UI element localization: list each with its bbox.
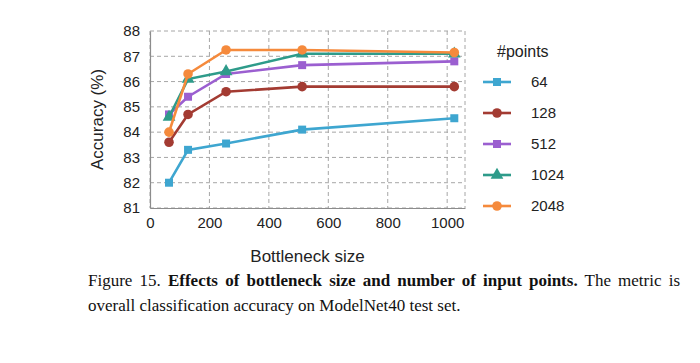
y-tick-label: 85 — [123, 98, 140, 115]
series-marker — [183, 69, 193, 79]
series-marker — [164, 127, 174, 137]
x-tick: 200 — [197, 208, 222, 231]
legend-entry: 64 — [483, 73, 548, 90]
y-tick: 88 — [123, 22, 150, 39]
y-tick: 81 — [123, 199, 150, 216]
y-tick-label: 82 — [123, 174, 140, 191]
series-marker — [450, 114, 458, 122]
series-marker — [450, 48, 460, 58]
x-tick: 600 — [316, 208, 341, 231]
grid-line-y — [150, 182, 465, 183]
grid-line-x — [387, 31, 388, 208]
legend-marker — [492, 201, 502, 211]
grid-line-x — [328, 31, 329, 208]
legend-marker — [491, 168, 504, 179]
y-tick-label: 81 — [123, 199, 140, 216]
x-tick: 400 — [257, 208, 282, 231]
y-tick-label: 83 — [123, 149, 140, 166]
series-marker — [450, 57, 458, 65]
series-marker — [184, 93, 192, 101]
legend-marker — [493, 140, 501, 148]
grid-line-y — [150, 157, 465, 158]
legend-entry: 128 — [483, 104, 556, 121]
y-tick: 86 — [123, 73, 150, 90]
series-line — [169, 50, 454, 132]
y-tick: 83 — [123, 149, 150, 166]
y-tick-label: 87 — [123, 48, 140, 65]
x-tick-label: 0 — [146, 214, 154, 231]
series-marker — [297, 82, 307, 92]
legend-entry: 512 — [483, 135, 556, 152]
legend-label: 64 — [531, 73, 548, 90]
x-axis-line — [151, 208, 466, 209]
series-line — [169, 87, 454, 143]
x-tick: 1000 — [431, 208, 464, 231]
x-axis-title: Bottleneck size — [250, 247, 364, 266]
y-tick-label: 86 — [123, 73, 140, 90]
y-tick-label: 84 — [123, 123, 140, 140]
y-axis-line — [150, 32, 151, 209]
grid — [150, 31, 465, 208]
series-marker — [165, 179, 173, 187]
x-tick-label: 1000 — [431, 214, 464, 231]
series-marker — [221, 87, 231, 97]
grid-line-y — [150, 132, 465, 133]
legend-title: #points — [497, 43, 549, 60]
series-line — [169, 118, 454, 182]
x-axis: 0 200 400 600 800 1000 — [146, 208, 465, 231]
legend-label: 1024 — [531, 166, 564, 183]
x-tick: 0 — [146, 208, 154, 231]
series-line — [169, 54, 454, 117]
y-axis: 81 82 83 84 85 86 87 88 — [123, 22, 150, 216]
x-tick-label: 400 — [257, 214, 282, 231]
series-marker — [297, 45, 307, 55]
series-marker — [222, 140, 230, 148]
grid-line-y — [150, 106, 465, 107]
grid-line-y — [150, 81, 465, 82]
series-marker — [450, 82, 460, 92]
y-tick: 82 — [123, 174, 150, 191]
caption-label: Figure 15. — [88, 271, 161, 290]
y-axis-title: Accuracy (%) — [88, 69, 107, 170]
caption-title: Effects of bottleneck size and number of… — [168, 271, 578, 290]
plot: 0 200 400 600 800 1000 81 82 83 84 85 86 87 88 — [123, 22, 465, 230]
legend: #points 64 128 512 1024 2048 — [483, 43, 564, 214]
x-tick-label: 200 — [197, 214, 222, 231]
series-marker — [298, 126, 306, 134]
legend-label: 2048 — [531, 197, 564, 214]
series-marker — [448, 46, 461, 57]
legend-entry: 2048 — [483, 197, 564, 214]
legend-label: 512 — [531, 135, 556, 152]
grid-line-x — [150, 31, 151, 208]
x-tick: 800 — [376, 208, 401, 231]
caption: Figure 15. Effects of bottleneck size an… — [88, 268, 680, 318]
series-marker — [220, 64, 233, 75]
frame-right — [465, 31, 466, 208]
y-tick-label: 88 — [123, 22, 140, 39]
legend-entry: 1024 — [483, 166, 564, 183]
grid-line-x — [209, 31, 210, 208]
grid-line-x — [268, 31, 269, 208]
y-tick: 87 — [123, 48, 150, 65]
y-tick: 85 — [123, 98, 150, 115]
x-tick-label: 800 — [376, 214, 401, 231]
legend-label: 128 — [531, 104, 556, 121]
x-tick-label: 600 — [316, 214, 341, 231]
legend-marker — [492, 108, 502, 118]
series-marker — [184, 146, 192, 154]
y-tick: 84 — [123, 123, 150, 140]
series-marker — [183, 110, 193, 120]
grid-line-y — [150, 208, 465, 209]
series-marker — [298, 61, 306, 69]
series-marker — [164, 137, 174, 147]
legend-marker — [493, 78, 501, 86]
series-group — [163, 45, 461, 187]
grid-line-y — [150, 31, 465, 32]
series-line — [169, 61, 454, 114]
series-marker — [221, 45, 231, 55]
